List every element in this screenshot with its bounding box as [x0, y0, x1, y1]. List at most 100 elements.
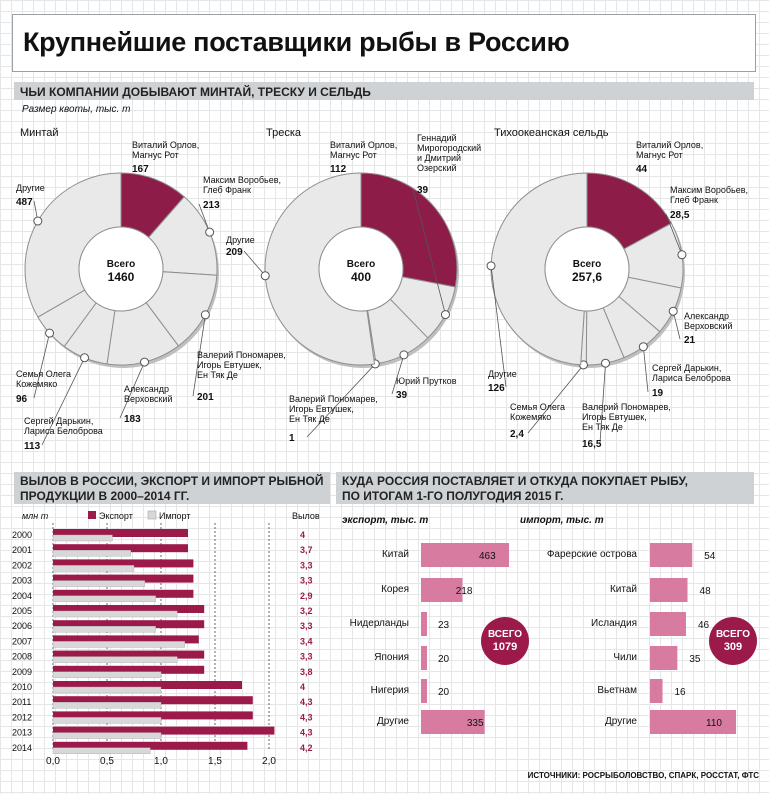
export-value: 463 — [479, 551, 496, 562]
leader-line — [412, 188, 446, 315]
slice-marker — [668, 306, 678, 316]
legend-import-swatch — [147, 510, 157, 520]
slice-value: 167 — [132, 164, 149, 175]
year-label: 2002 — [12, 560, 32, 570]
slice-marker — [440, 310, 450, 320]
harvest-unit: млн т — [22, 511, 49, 521]
catch-label: Вылов — [292, 511, 320, 521]
export-bar — [53, 574, 194, 583]
export-bar — [53, 650, 205, 659]
import-axis-label: импорт, тыс. т — [520, 515, 604, 526]
import-bar — [52, 747, 151, 754]
export-bar — [421, 612, 427, 636]
export-bar — [53, 711, 253, 720]
import-bar — [52, 610, 178, 618]
year-label: 2011 — [12, 697, 31, 707]
slice-value: 209 — [226, 247, 243, 258]
slice-label: Сергей Дарькин, Лариса Белоброва — [24, 416, 103, 436]
export-value: 218 — [456, 586, 473, 597]
slice-value: 1 — [289, 433, 295, 444]
legend-export-swatch — [88, 511, 96, 519]
slice-label: Виталий Орлов, Магнус Рот — [636, 140, 703, 160]
export-country: Корея — [381, 584, 409, 595]
slice-value: 183 — [124, 414, 141, 425]
year-label: 2003 — [12, 576, 32, 586]
donut-title: Тихоокеанская сельдь — [494, 127, 609, 139]
leader-line — [119, 361, 145, 419]
slice-label: Максим Воробьев, Глеб Франк — [203, 175, 281, 195]
catch-value: 3,4 — [300, 636, 313, 646]
import-bar — [52, 580, 146, 587]
slice-label: Валерий Пономарев, Игорь Евтушек, Ен Тяк Д… — [582, 402, 671, 432]
export-value: 335 — [467, 718, 484, 729]
year-label: 2009 — [12, 667, 32, 677]
leader-line — [33, 333, 50, 399]
harvest-heading-band: ВЫЛОВ В РОССИИ, ЭКСПОРТ И ИМПОРТ РЫБНОЙ … — [14, 472, 330, 504]
donut-total-value: 400 — [351, 270, 371, 284]
slice-label: Александр Верховский — [124, 384, 173, 404]
export-bar — [421, 543, 509, 567]
slice-value: 2,4 — [510, 429, 524, 440]
catch-value: 4,3 — [300, 728, 313, 738]
export-bar — [421, 578, 463, 602]
export-bar — [53, 681, 242, 689]
donut-hole — [544, 226, 630, 312]
import-bar — [650, 710, 736, 734]
slice-value: 487 — [16, 197, 33, 208]
import-bar — [52, 702, 162, 709]
catch-value: 3,8 — [300, 667, 313, 677]
slice-marker — [45, 328, 55, 338]
import-bar — [650, 679, 663, 703]
donut-total-label: Всего — [573, 259, 602, 270]
slice-value: 96 — [16, 394, 28, 405]
donut-hole — [318, 226, 404, 312]
import-country: Исландия — [591, 618, 637, 629]
export-country: Китай — [382, 549, 409, 560]
leader-line — [672, 311, 681, 340]
export-bar — [53, 726, 275, 735]
export-country: Другие — [377, 716, 409, 727]
leader-line — [642, 346, 649, 393]
export-bar — [53, 665, 205, 674]
quota-heading: ЧЬИ КОМПАНИИ ДОБЫВАЮТ МИНТАЙ, ТРЕСКУ И С… — [20, 85, 371, 99]
year-label: 2005 — [12, 606, 32, 616]
slice-label: Другие — [16, 183, 45, 193]
slice-value: 44 — [636, 164, 648, 175]
slice-value: 113 — [24, 441, 41, 452]
import-bar — [52, 732, 162, 739]
slice-value: 39 — [417, 185, 429, 196]
import-country: Вьетнам — [597, 685, 637, 696]
catch-value: 3,3 — [300, 576, 313, 586]
import-country: Китай — [610, 584, 637, 595]
slice-marker — [33, 216, 43, 226]
slice-label: Геннадий Мирогородский и Дмитрий Озерский — [417, 133, 481, 173]
export-total-value: 1079 — [493, 641, 517, 653]
slice-marker — [140, 357, 150, 367]
export-bar — [53, 529, 188, 537]
import-bar — [52, 717, 162, 724]
import-country: Другие — [605, 716, 637, 727]
export-bar — [421, 710, 485, 734]
slice-value: 39 — [396, 390, 408, 401]
slice-marker — [205, 227, 215, 237]
donut-title: Минтай — [20, 127, 59, 139]
import-bar — [52, 565, 135, 572]
slice-marker — [677, 250, 687, 260]
year-label: 2006 — [12, 621, 32, 631]
x-tick-label: 2,0 — [262, 756, 276, 767]
import-country: Чили — [613, 652, 637, 663]
year-label: 2010 — [12, 682, 32, 692]
leader-line — [599, 363, 606, 444]
catch-value: 4,3 — [300, 712, 313, 722]
source-note: ИСТОЧНИКИ: РОСРЫБОЛОВСТВО, СПАРК, РОССТА… — [527, 771, 759, 780]
export-bar — [53, 741, 248, 750]
import-value: 16 — [675, 687, 687, 698]
export-bar — [53, 605, 205, 613]
export-country: Япония — [374, 652, 409, 663]
trade-heading-line2: ПО ИТОГАМ 1-ГО ПОЛУГОДИЯ 2015 Г. — [342, 489, 564, 503]
export-axis-label: экспорт, тыс. т — [342, 515, 428, 526]
import-bar — [52, 534, 113, 542]
year-label: 2012 — [12, 712, 32, 722]
import-value: 110 — [706, 718, 722, 729]
donut-total-value: 257,6 — [572, 270, 602, 284]
